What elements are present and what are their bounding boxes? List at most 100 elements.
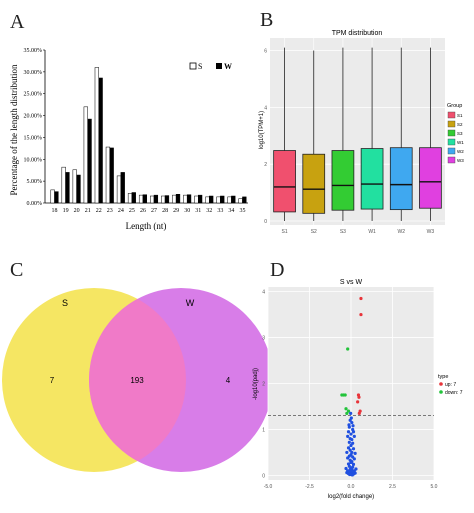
legend-label-w: W [224,62,232,71]
volcano-point [346,347,350,351]
bar-s-20 [72,169,77,204]
panel-d-title: S vs W [340,279,363,286]
legend-label-S3: S3 [457,131,463,136]
panel-b-legend-title: Group [447,103,462,109]
volcano-point [343,393,347,397]
bar-w-34 [231,195,236,204]
volcano-point [350,473,354,477]
panel-a-xlabel: Length (nt) [126,221,167,231]
volcano-point [348,472,352,477]
panel-d-volcano-plot: S vs W -log10(padj) log2(fold change) 0 1… [253,279,463,500]
panel-a-xtick-label: 34 [228,208,234,214]
panel-b-legend: Group S1 S2 S3 W1 W2 W3 [447,103,464,164]
legend-swatch-s [189,62,197,70]
panel-c-venn-diagram: S W 7 193 4 [2,288,273,472]
bar-s-31 [194,195,199,204]
volcano-point [353,471,357,475]
panel-a-ytick-label: 30.00% [24,70,43,76]
volcano-point [351,441,355,445]
panel-b-title: TPM distribution [332,30,383,37]
bar-s-27 [150,195,155,204]
legend-label-W2: W2 [457,149,464,154]
panel-a-xtick-label: 26 [140,208,146,214]
panel-b-xtick-label: W2 [398,229,406,235]
bar-s-35 [238,198,243,204]
volcano-point [349,416,353,420]
bar-w-30 [186,194,192,204]
panel-d-xlabel: log2(fold change) [328,494,374,500]
panel-a-xtick-label: 27 [151,208,157,214]
legend-swatch-W2 [447,147,456,155]
volcano-point [346,446,351,450]
bar-s-23 [105,146,111,204]
panel-d-ytick-label: 0 [262,473,265,479]
bar-w-22 [98,77,103,204]
bar-w-35 [242,196,247,204]
panel-b-plot-background [270,38,445,225]
legend-label-0: up: 7 [445,382,456,388]
bar-w-27 [153,194,159,204]
bar-s-21 [83,106,88,204]
panel-d-ytick-label: 2 [262,382,265,388]
volcano-point [359,296,363,301]
panel-a-xtick-label: 28 [162,208,168,214]
legend-swatch-w [216,63,222,69]
bar-s-18 [50,189,55,204]
venn-set-label-W: W [186,298,195,308]
bar-w-21 [87,118,92,204]
volcano-point [357,411,361,415]
volcano-point [357,395,361,399]
panel-d-xtick-label: 2.5 [389,484,396,490]
box-W3 [419,147,442,209]
panel-d-xtick-label: 0.0 [348,484,355,490]
volcano-point [345,411,349,415]
panel-b-ytick-label: 4 [264,105,267,111]
volcano-point [352,434,356,438]
bar-s-32 [205,196,210,204]
legend-label-W3: W3 [457,158,464,163]
panel-d-xtick-label: -2.5 [305,484,314,490]
volcano-point [356,400,360,404]
bar-s-19 [61,166,66,204]
box-S2 [302,153,326,214]
panel-b-ytick-label: 0 [264,219,267,225]
panel-b-xtick-label: S2 [311,229,317,235]
volcano-point [346,434,350,438]
panel-letter-c: C [10,259,23,281]
volcano-point [348,448,352,452]
bar-s-22 [94,67,100,204]
legend-swatch-S2 [447,120,456,128]
panel-d-ylabel: -log10(padj) [253,368,259,400]
bar-s-34 [227,196,232,204]
volcano-point [350,437,354,442]
panel-a-xtick-label: 30 [184,208,190,214]
legend-dot-1 [439,390,443,394]
panel-letter-a: A [10,11,25,33]
panel-a-ytick-label: 20.00% [24,114,43,120]
panel-b-xtick-label: S1 [282,229,288,235]
volcano-point [351,424,355,428]
bar-w-29 [175,194,181,204]
panel-d-ytick-label: 1 [262,427,265,433]
bar-s-25 [127,193,133,204]
legend-label-S1: S1 [457,113,463,118]
legend-swatch-S1 [447,111,456,119]
volcano-point [346,430,351,434]
volcano-point [353,451,357,455]
panel-d-xtick-label: -5.0 [264,484,273,490]
panel-a-ylabel: Percentage of the length distribution [9,64,19,195]
volcano-point [347,440,351,444]
panel-a-xtick-label: 23 [107,208,113,214]
volcano-point [346,409,351,413]
panel-a-xtick-label: 32 [206,208,212,214]
panel-b-xtick-label: W1 [368,229,376,235]
panel-b-xtick-label: S3 [340,229,346,235]
panel-a-xtick-label: 33 [217,208,223,214]
panel-a-xtick-label: 29 [173,208,179,214]
legend-label-S2: S2 [457,122,463,127]
box-W2 [389,147,413,211]
panel-a-xtick-label: 20 [74,208,80,214]
bar-s-26 [138,194,144,204]
venn-intersection [89,288,186,472]
